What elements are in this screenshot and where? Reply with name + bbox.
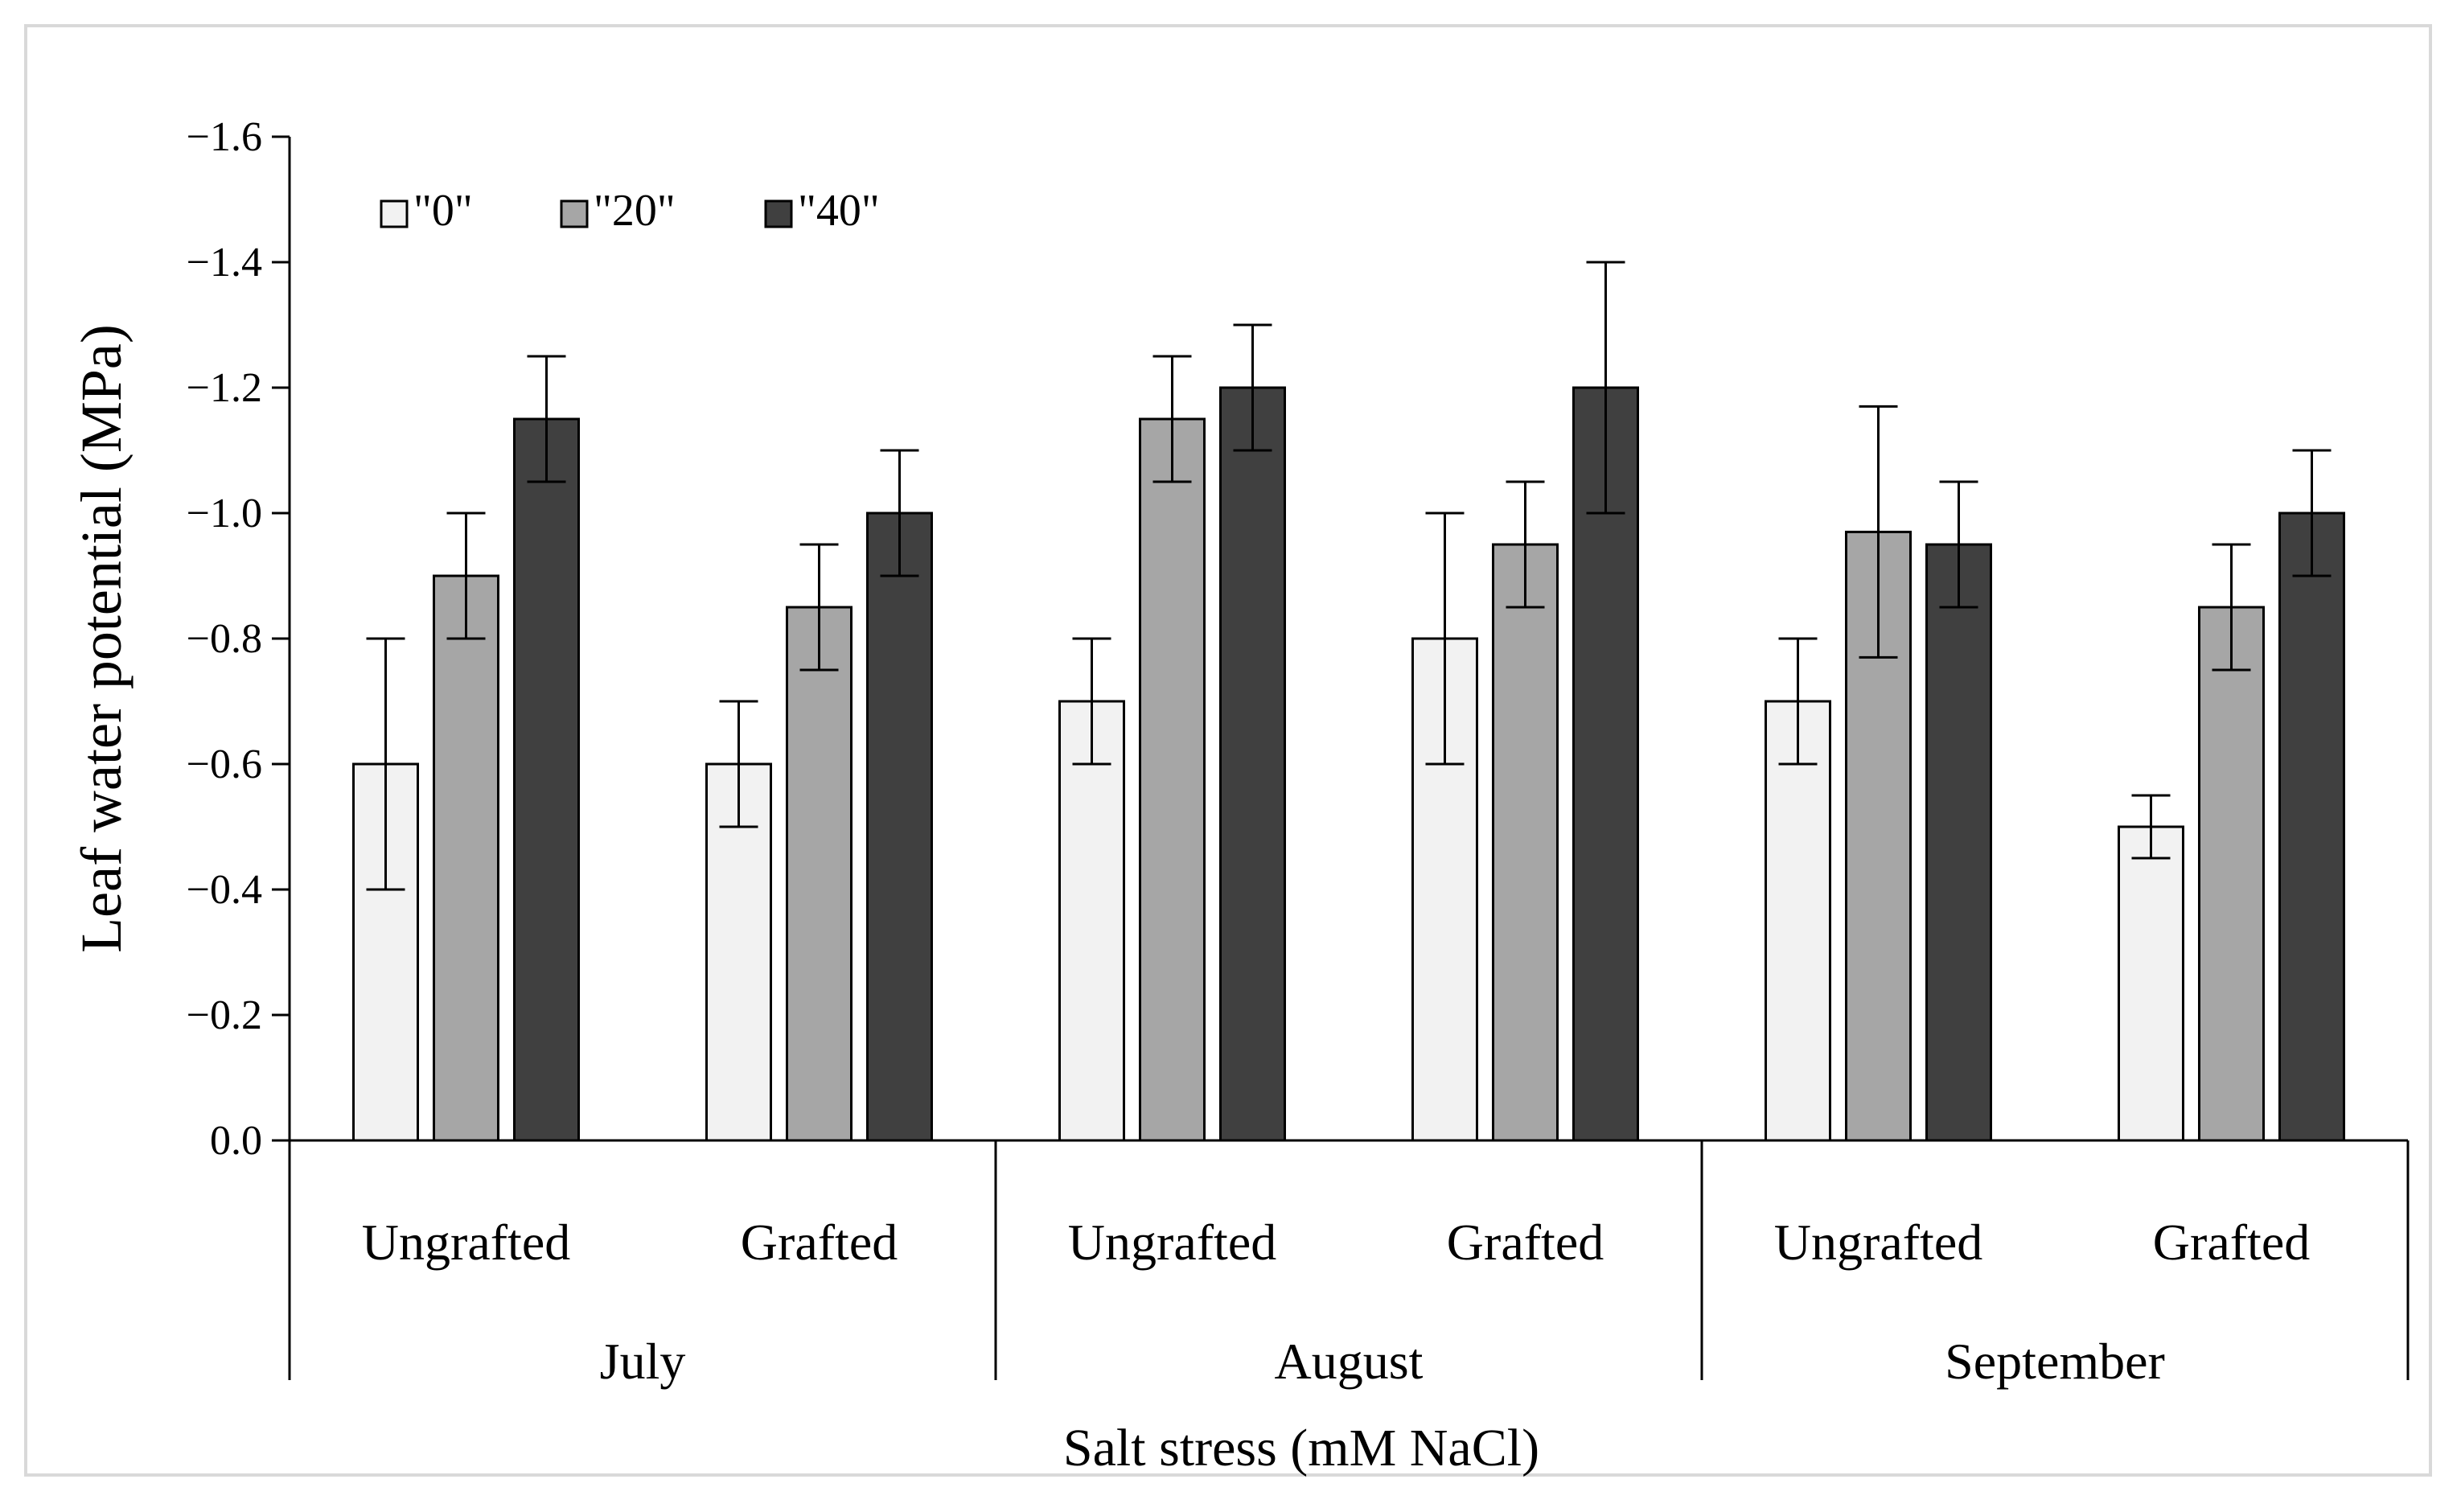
y-tick-label: −0.6: [187, 742, 262, 787]
x-group-label: September: [1945, 1333, 2165, 1390]
x-group-label: July: [600, 1333, 686, 1390]
x-category-label: Grafted: [1447, 1214, 1604, 1271]
bar-s0: [2118, 825, 2184, 1142]
y-tick-label: 0.0: [210, 1118, 262, 1164]
x-category-label: Ungrafted: [362, 1214, 570, 1271]
y-tick-label: −1.4: [187, 240, 262, 286]
bar-s20: [2198, 606, 2265, 1142]
bar-s20: [433, 574, 499, 1142]
x-category-label: Grafted: [2153, 1214, 2310, 1271]
x-group-label: August: [1275, 1333, 1424, 1390]
bar-s40: [513, 417, 580, 1142]
chart-bars: [352, 261, 2345, 1142]
y-tick-label: −0.8: [187, 616, 262, 662]
chart-frame: 0.0 −0.2 −0.4 −0.6 −0.8 −1.0 −1.2 −1.4 −1.6 Ungra…: [24, 24, 2432, 1477]
bar-s20: [1492, 543, 1559, 1142]
y-tick-label: −1.0: [187, 491, 262, 536]
x-category-label: Ungrafted: [1068, 1214, 1276, 1271]
bar-s40: [1925, 543, 1992, 1142]
bar-s20: [1139, 417, 1206, 1142]
bar-s20: [786, 606, 853, 1142]
y-tick-label: −1.6: [187, 114, 262, 160]
y-tick-label: −1.2: [187, 365, 262, 411]
legend-label: "40": [798, 186, 880, 236]
x-category-label: Ungrafted: [1774, 1214, 1982, 1271]
bar-s40: [866, 512, 933, 1142]
bar-chart: 0.0 −0.2 −0.4 −0.6 −0.8 −1.0 −1.2 −1.4 −1.6 Ungra…: [69, 114, 2410, 1477]
legend-swatch: [764, 199, 793, 228]
chart-legend: "0" "20" "40": [380, 186, 880, 236]
y-axis-title: Leaf water potential (MPa): [69, 324, 134, 953]
y-tick-label: −0.4: [187, 867, 262, 913]
legend-label: "0": [413, 186, 473, 236]
y-tick-label: −0.2: [187, 992, 262, 1038]
x-axis-title: Salt stress (mM NaCl): [1063, 1419, 1539, 1477]
bar-s0: [1058, 700, 1125, 1142]
x-category-label: Grafted: [741, 1214, 898, 1271]
legend-swatch: [380, 199, 409, 228]
bar-s0: [1765, 700, 1831, 1142]
bar-s40: [1219, 386, 1286, 1142]
legend-label: "20": [594, 186, 676, 236]
chart-axes: [272, 135, 2410, 1380]
legend-swatch: [560, 199, 589, 228]
chart-labels: 0.0 −0.2 −0.4 −0.6 −0.8 −1.0 −1.2 −1.4 −1.6 Ungra…: [69, 114, 2310, 1477]
bar-s40: [2278, 512, 2345, 1142]
